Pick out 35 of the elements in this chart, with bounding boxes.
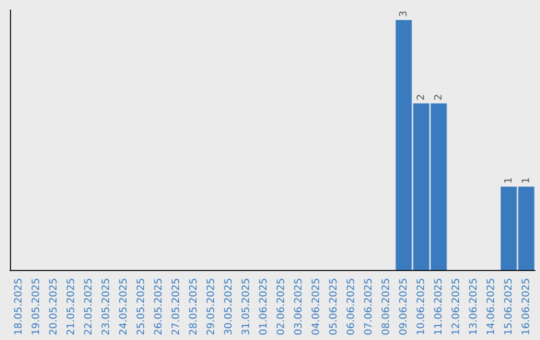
x-tick-label: 30.05.2025 (223, 278, 234, 336)
x-tick-label: 02.06.2025 (276, 278, 287, 336)
data-label: 1 (503, 177, 514, 184)
x-tick-label: 22.05.2025 (83, 278, 94, 336)
x-tick-label: 10.06.2025 (416, 278, 427, 336)
x-tick-label: 09.06.2025 (398, 278, 410, 336)
x-tick-label: 15.06.2025 (503, 278, 514, 336)
data-label: 2 (416, 94, 427, 100)
x-tick-label: 23.05.2025 (100, 278, 112, 336)
x-tick-label: 12.06.2025 (450, 278, 462, 336)
x-tick-label: 28.05.2025 (188, 278, 200, 336)
x-tick-label: 13.06.2025 (468, 278, 480, 336)
x-tick-label: 06.06.2025 (346, 278, 357, 336)
x-tick-label: 29.05.2025 (206, 278, 217, 336)
data-label: 1 (520, 177, 532, 184)
x-tick-label: 21.05.2025 (66, 278, 77, 336)
x-tick-label: 01.06.2025 (258, 278, 270, 336)
x-tick-label: 03.06.2025 (293, 278, 304, 336)
data-label: 2 (433, 94, 444, 100)
x-tick-label: 26.05.2025 (153, 278, 164, 336)
x-tick-label: 19.05.2025 (30, 278, 42, 336)
x-tick-label: 11.06.2025 (433, 278, 444, 336)
x-tick-label: 07.06.2025 (363, 278, 374, 336)
x-tick-label: 25.05.2025 (136, 278, 147, 336)
x-tick-label: 27.05.2025 (170, 278, 182, 336)
x-tick-label: 08.06.2025 (380, 278, 392, 336)
x-tick-label: 20.05.2025 (48, 278, 60, 336)
x-tick-label: 04.06.2025 (310, 278, 322, 336)
x-tick-label: 16.06.2025 (520, 278, 532, 336)
x-tick-label: 14.06.2025 (486, 278, 497, 336)
x-tick-label: 05.06.2025 (328, 278, 340, 336)
x-tick-label: 31.05.2025 (240, 278, 252, 336)
x-tick-label: 18.05.2025 (13, 278, 24, 336)
x-tick-label: 24.05.2025 (118, 278, 130, 336)
data-label: 3 (398, 10, 410, 17)
